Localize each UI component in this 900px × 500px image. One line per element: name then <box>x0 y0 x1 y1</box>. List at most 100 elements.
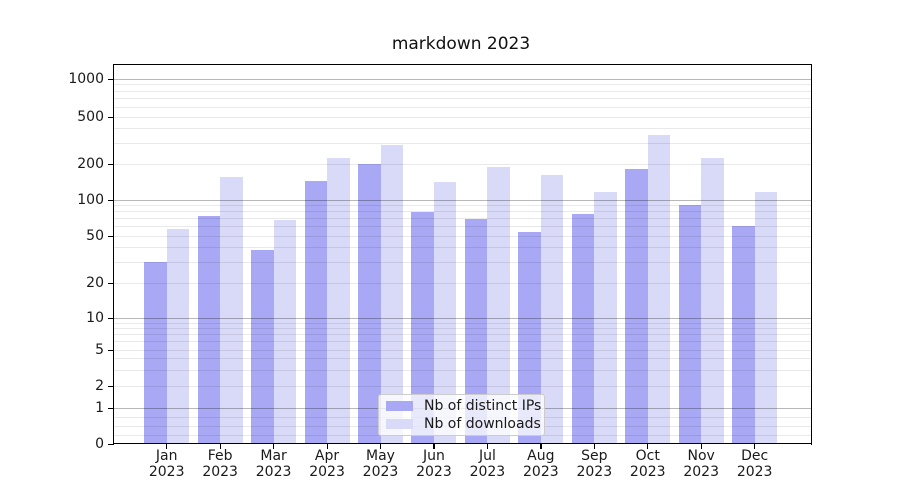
y-tick-mark-0 <box>108 443 113 445</box>
y-tick-label-2: 2 <box>95 378 104 394</box>
bar-distinct-ips-jul <box>464 218 488 444</box>
x-tick-label-jan: Jan 2023 <box>148 448 185 480</box>
x-tick-mark-nov <box>700 444 702 449</box>
bar-downloads-nov <box>701 158 724 444</box>
bar-distinct-ips-jun <box>411 211 434 444</box>
x-tick-label-may: May 2023 <box>362 448 399 480</box>
bars-layer <box>113 64 811 444</box>
x-tick-mark-sep <box>593 444 595 449</box>
gridline-minor-80 <box>113 211 811 213</box>
y-tick-mark-1000 <box>108 78 113 80</box>
legend-entry-distinct-ips: Nb of distinct IPs <box>386 399 544 413</box>
legend: Nb of distinct IPs Nb of downloads <box>378 394 545 436</box>
gridline-minor-4 <box>113 358 811 360</box>
bar-downloads-feb <box>220 177 243 444</box>
legend-entry-downloads: Nb of downloads <box>386 417 544 431</box>
x-tick-label-jul: Jul 2023 <box>469 448 506 480</box>
x-tick-mark-aug <box>540 444 542 449</box>
plot-area: Nb of distinct IPs Nb of downloads <box>113 64 811 444</box>
gridline-minor-60 <box>113 226 811 228</box>
gridline-minor-30 <box>113 261 811 263</box>
gridline-minor-900 <box>113 84 811 86</box>
x-axis-spine-top <box>112 63 812 65</box>
bar-downloads-dec <box>754 192 778 444</box>
gridline-minor-500 <box>113 116 811 118</box>
x-tick-label-feb: Feb 2023 <box>202 448 238 480</box>
gridline-major-100 <box>113 199 811 201</box>
y-tick-label-5: 5 <box>95 341 104 358</box>
y-tick-mark-50 <box>108 235 113 237</box>
x-tick-label-oct: Oct 2023 <box>629 448 666 480</box>
gridline-minor-90 <box>113 204 811 206</box>
bar-distinct-ips-feb <box>197 215 221 444</box>
bar-downloads-jul <box>487 166 510 444</box>
gridline-minor-40 <box>113 247 811 249</box>
gridline-minor-9 <box>113 322 811 324</box>
legend-swatch-downloads <box>386 419 413 429</box>
x-tick-mark-apr <box>326 444 328 449</box>
chart-title: markdown 2023 <box>391 34 531 54</box>
x-tick-mark-oct <box>647 444 649 449</box>
x-tick-label-dec: Dec 2023 <box>736 448 773 480</box>
x-tick-mark-feb <box>219 444 221 449</box>
bar-distinct-ips-nov <box>678 205 702 444</box>
gridline-minor-50 <box>113 235 811 237</box>
y-tick-label-0: 0 <box>95 435 104 452</box>
bar-distinct-ips-sep <box>571 214 595 444</box>
bar-downloads-aug <box>540 174 564 444</box>
bar-downloads-jan <box>166 229 190 444</box>
y-tick-mark-1 <box>108 408 113 410</box>
gridline-minor-7 <box>113 334 811 336</box>
gridline-minor-5 <box>113 349 811 351</box>
gridline-minor-2 <box>113 386 811 387</box>
bar-downloads-oct <box>647 134 671 444</box>
gridline-minor-700 <box>113 98 811 100</box>
x-axis-spine-bottom <box>112 443 812 445</box>
gridline-major-10 <box>113 318 811 319</box>
bar-distinct-ips-aug <box>518 232 541 444</box>
bar-distinct-ips-oct <box>625 168 648 444</box>
gridline-minor-8 <box>113 328 811 330</box>
x-tick-label-aug: Aug 2023 <box>523 448 559 480</box>
x-tick-mark-dec <box>754 444 756 449</box>
y-tick-label-20: 20 <box>86 275 104 291</box>
legend-swatch-distinct-ips <box>386 401 413 411</box>
x-tick-label-apr: Apr 2023 <box>309 448 345 480</box>
gridline-major-1000 <box>113 78 811 80</box>
y-tick-mark-200 <box>108 163 113 165</box>
y-tick-mark-5 <box>108 349 113 351</box>
gridline-minor-800 <box>113 90 811 92</box>
gridline-minor-300 <box>113 142 811 144</box>
y-tick-mark-10 <box>108 318 113 320</box>
gridline-minor-20 <box>113 283 811 284</box>
bar-downloads-apr <box>327 158 350 444</box>
bar-downloads-jun <box>433 181 457 444</box>
bar-distinct-ips-may <box>358 164 381 444</box>
y-tick-label-50: 50 <box>86 227 104 244</box>
y-tick-mark-100 <box>108 199 113 201</box>
gridline-minor-200 <box>113 163 811 165</box>
bar-downloads-sep <box>594 191 617 444</box>
y-tick-label-100: 100 <box>77 191 104 208</box>
bar-downloads-mar <box>273 220 297 444</box>
y-tick-mark-20 <box>108 283 113 285</box>
x-tick-label-jun: Jun 2023 <box>416 448 452 480</box>
x-tick-label-mar: Mar 2023 <box>255 448 292 480</box>
bar-distinct-ips-dec <box>732 225 755 444</box>
x-tick-label-nov: Nov 2023 <box>683 448 719 480</box>
gridline-minor-400 <box>113 127 811 129</box>
gridline-minor-70 <box>113 218 811 220</box>
y-tick-mark-2 <box>108 386 113 388</box>
legend-label-distinct-ips: Nb of distinct IPs <box>424 398 542 414</box>
x-tick-mark-may <box>380 444 382 449</box>
y-tick-label-10: 10 <box>86 310 104 326</box>
x-tick-mark-jul <box>486 444 489 449</box>
y-tick-label-500: 500 <box>77 108 104 125</box>
x-tick-mark-jun <box>433 444 435 449</box>
y-axis-spine-right <box>810 64 812 445</box>
x-tick-mark-mar <box>273 444 275 449</box>
y-axis-spine-left <box>112 64 114 445</box>
bar-distinct-ips-apr <box>304 180 328 444</box>
x-tick-label-sep: Sep 2023 <box>576 448 613 480</box>
